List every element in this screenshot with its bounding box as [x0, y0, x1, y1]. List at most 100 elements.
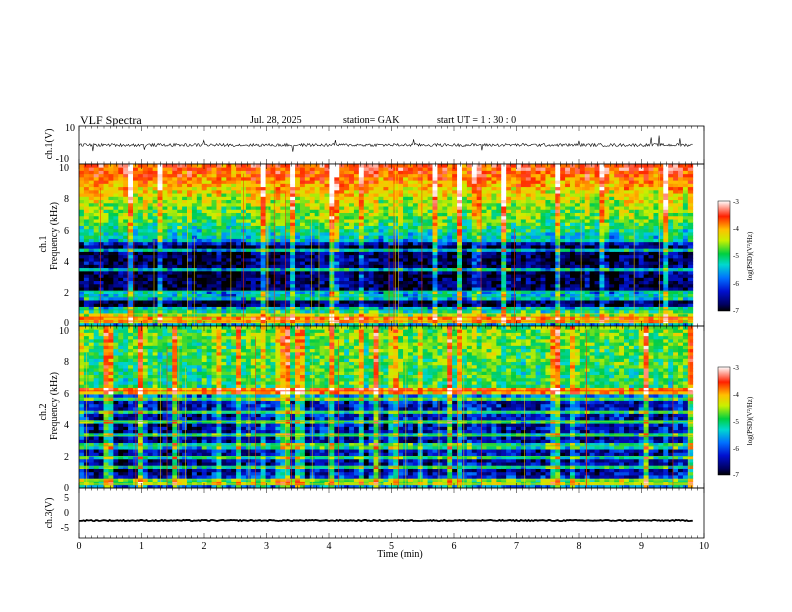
spectrogram-cell [520, 199, 527, 204]
spectrogram-cell [299, 173, 306, 178]
spectrogram-cell [373, 167, 379, 171]
spectrogram-cell [442, 206, 448, 210]
spectrogram-cell [393, 222, 399, 226]
spectrogram-cell [349, 235, 355, 239]
spectrogram-cell [226, 290, 232, 294]
spectrogram-cell [196, 274, 203, 278]
spectrogram-cell [393, 287, 399, 291]
spectrogram-cell [103, 290, 109, 294]
spectrogram-cell [461, 209, 468, 213]
spectrogram-cell [476, 189, 483, 194]
spectrogram-cell [520, 196, 527, 201]
spectrogram-cell [152, 257, 158, 262]
spectrogram-cell [353, 173, 360, 178]
spectrogram-cell [476, 257, 483, 262]
spectrogram-cell [172, 189, 178, 194]
spectrogram-cell [388, 232, 394, 236]
spectrogram-cell [304, 222, 311, 226]
spectrogram-cell [530, 287, 537, 291]
spectrogram-cell [344, 296, 350, 301]
spectrogram-cell [147, 186, 154, 191]
spectrogram-cell [187, 232, 193, 236]
spectrogram-cell [162, 219, 168, 223]
spectrogram-cell [540, 257, 546, 262]
spectrogram-cell [525, 176, 532, 181]
spectrogram-cell [383, 290, 389, 294]
spectrogram-cell [339, 296, 345, 301]
spectrogram-cell [383, 245, 389, 249]
spectrogram-cell [245, 238, 252, 243]
spectrogram-cell [142, 173, 149, 178]
spectrogram-cell [555, 290, 561, 294]
spectrogram-cell [133, 238, 139, 243]
spectrogram-cell [221, 293, 227, 298]
spectrogram-cell [447, 316, 453, 320]
spectrogram-cell [191, 180, 198, 184]
spectrogram-cell [177, 215, 183, 220]
spectrogram-cell [427, 222, 433, 226]
spectrogram-cell [103, 196, 109, 201]
spectrogram-cell [324, 245, 330, 249]
spectrogram-cell [270, 245, 276, 249]
spectrogram-cell [403, 202, 409, 207]
spectrogram-cell [506, 196, 512, 201]
spectrogram-cell [270, 167, 276, 171]
spectrogram-cell [314, 206, 320, 210]
spectrogram-cell [113, 199, 119, 204]
spectrogram-cell [83, 170, 90, 175]
spectrogram-cell [324, 261, 330, 265]
spectrogram-cell [206, 270, 212, 275]
spectrogram-cell [520, 183, 527, 188]
spectrogram-cell [324, 219, 330, 223]
spectrogram-cell [231, 283, 237, 288]
spectrogram-cell [491, 196, 497, 201]
spectrogram-cell [486, 287, 492, 291]
spectrogram-cell [349, 303, 355, 307]
spectrogram-cell [486, 261, 492, 265]
spectrogram-cell [511, 280, 517, 285]
spectrogram-cell [515, 261, 522, 265]
spectrogram-cell [142, 202, 149, 207]
spectrogram-cell [344, 245, 350, 249]
spectrogram-cell [545, 257, 551, 262]
spectrogram-cell [565, 245, 571, 249]
spectrogram-cell [79, 277, 85, 282]
spectrogram-cell [550, 274, 556, 278]
spectrogram-cell [103, 245, 109, 249]
spectrogram-cell [216, 186, 222, 191]
spectrogram-cell [255, 306, 262, 311]
spectrogram-cell [83, 199, 90, 204]
spectrogram-cell [309, 257, 316, 262]
spectrogram-cell [461, 238, 468, 243]
spectrogram-cell [515, 180, 522, 184]
spectrogram-cell [506, 228, 512, 233]
spectrogram-cell [530, 264, 537, 269]
spectrogram-cell [123, 186, 129, 191]
spectrogram-cell [491, 290, 497, 294]
spectrogram-cell [540, 238, 546, 243]
spectrogram-cell [118, 300, 124, 304]
spectrogram-cell [344, 309, 350, 314]
spectrogram-cell [471, 238, 478, 243]
ch1-ytick-top: 10 [65, 123, 75, 134]
spectrogram-cell [491, 316, 497, 320]
spectrogram-cell [147, 283, 154, 288]
spectrogram-cell [353, 222, 360, 226]
spectrogram-cell [172, 232, 178, 236]
spectrogram-cell [211, 183, 217, 188]
spectrogram-cell [506, 296, 512, 301]
spectrogram-cell [309, 316, 316, 320]
spectrogram-cell [187, 245, 193, 249]
spectrogram-cell [137, 290, 144, 294]
spectrogram-cell [393, 274, 399, 278]
spectrogram-cell [560, 228, 566, 233]
spectrogram-cell [133, 267, 139, 272]
spectrogram-cell [324, 251, 330, 256]
spectrogram-cell [422, 235, 429, 239]
spectrogram-cell [314, 309, 320, 314]
spectrogram-cell [128, 287, 134, 291]
spectrogram-cell [417, 228, 424, 233]
spectrogram-cell [103, 167, 109, 171]
spectrogram-cell [98, 296, 104, 301]
spectrogram-cell [245, 199, 252, 204]
